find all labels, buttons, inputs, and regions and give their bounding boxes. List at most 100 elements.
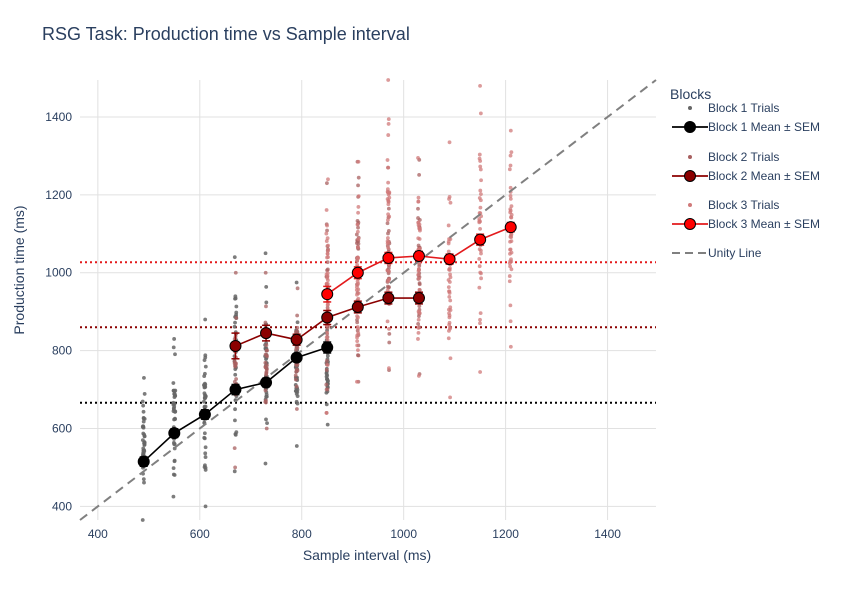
trial-point xyxy=(203,445,208,450)
trial-point xyxy=(263,388,268,393)
trial-point xyxy=(203,382,208,387)
unity-line xyxy=(79,79,657,521)
trial-point xyxy=(203,504,208,509)
mean-point[interactable] xyxy=(321,288,334,301)
trial-point xyxy=(355,314,359,319)
mean-point[interactable] xyxy=(229,383,242,396)
y-tick-label: 1200 xyxy=(45,188,72,202)
trial-point xyxy=(172,458,177,463)
mean-point[interactable] xyxy=(321,341,334,354)
trial-point xyxy=(508,207,513,212)
legend-entry-label[interactable]: Unity Line xyxy=(708,246,762,260)
mean-point[interactable] xyxy=(290,333,303,346)
trial-point xyxy=(478,164,483,169)
mean-point[interactable] xyxy=(351,266,364,279)
legend-entry-label[interactable]: Block 1 Mean ± SEM xyxy=(708,120,820,134)
mean-point[interactable] xyxy=(198,408,211,421)
mean-point[interactable] xyxy=(260,376,273,389)
trial-point xyxy=(509,150,514,155)
mean-point[interactable] xyxy=(474,233,487,246)
trial-point xyxy=(507,274,512,278)
trial-point xyxy=(446,336,451,341)
trial-point xyxy=(447,140,452,145)
trial-point xyxy=(356,210,360,215)
trial-point xyxy=(478,321,482,326)
mean-point[interactable] xyxy=(443,253,456,266)
trial-point xyxy=(447,311,451,316)
trial-point xyxy=(263,461,268,466)
trial-point xyxy=(264,343,269,348)
trial-point xyxy=(173,352,177,357)
trial-point xyxy=(354,288,359,292)
trial-point xyxy=(387,331,392,336)
trial-point xyxy=(448,305,453,310)
trial-point xyxy=(387,340,392,345)
mean-point[interactable] xyxy=(412,250,425,262)
trial-point xyxy=(140,399,145,404)
trial-point xyxy=(356,183,360,188)
trial-point xyxy=(202,399,206,404)
trial-point xyxy=(479,276,483,281)
trial-point xyxy=(232,361,237,366)
trial-point xyxy=(416,326,421,330)
trial-point xyxy=(324,359,329,363)
trial-point xyxy=(508,128,513,133)
legend-entry-label[interactable]: Block 3 Mean ± SEM xyxy=(708,217,820,231)
mean-point[interactable] xyxy=(351,301,364,314)
trial-point xyxy=(477,256,482,261)
legend-entry-label[interactable]: Block 2 Mean ± SEM xyxy=(708,169,820,183)
trial-point xyxy=(477,196,482,200)
mean-point[interactable] xyxy=(290,351,303,364)
trial-point xyxy=(264,369,269,374)
trial-point xyxy=(416,317,421,322)
trial-point xyxy=(386,218,390,222)
legend-entry-label[interactable]: Block 2 Trials xyxy=(708,150,779,164)
trial-point xyxy=(448,308,453,313)
trial-point xyxy=(325,251,330,256)
trial-point xyxy=(416,267,421,272)
trial-point xyxy=(172,392,177,396)
trial-point xyxy=(203,455,208,459)
legend-marker-symbol xyxy=(684,170,696,182)
trial-point xyxy=(477,211,482,215)
trial-point xyxy=(355,222,360,227)
legend[interactable]: Blocks Block 1 Trials Block 1 Mean ± SEM B… xyxy=(670,86,820,260)
trial-point xyxy=(233,372,238,377)
trial-point xyxy=(141,409,146,414)
trial-point xyxy=(233,407,237,412)
trial-point xyxy=(202,374,207,379)
mean-point[interactable] xyxy=(229,339,242,352)
trial-point xyxy=(508,153,513,158)
trial-point xyxy=(263,251,268,256)
mean-point[interactable] xyxy=(382,251,395,264)
mean-point[interactable] xyxy=(412,292,425,305)
legend-marker-symbol xyxy=(684,218,696,230)
legend-entry-label[interactable]: Block 1 Trials xyxy=(708,101,779,115)
legend-entry-label[interactable]: Block 3 Trials xyxy=(708,198,779,212)
trial-point xyxy=(324,208,329,212)
trial-point xyxy=(264,417,268,422)
trial-point xyxy=(447,328,451,333)
mean-point[interactable] xyxy=(168,427,181,440)
trial-point xyxy=(142,392,147,396)
mean-point[interactable] xyxy=(382,292,395,305)
x-axis-title: Sample interval (ms) xyxy=(303,547,431,563)
mean-point[interactable] xyxy=(504,221,517,234)
mean-point[interactable] xyxy=(137,455,150,468)
trial-point xyxy=(478,248,483,253)
trial-point xyxy=(295,313,300,318)
trial-point xyxy=(294,407,299,411)
trial-point xyxy=(325,330,329,335)
trial-point xyxy=(387,326,391,331)
mean-point[interactable] xyxy=(321,311,334,324)
trial-point xyxy=(417,311,422,316)
trial-point xyxy=(417,172,422,177)
trial-point xyxy=(294,444,299,448)
trial-point xyxy=(264,400,268,405)
trial-point xyxy=(385,268,390,273)
mean-point[interactable] xyxy=(260,327,273,340)
trial-point xyxy=(325,276,330,281)
trial-point xyxy=(509,267,514,272)
trial-point xyxy=(508,259,513,264)
trial-point xyxy=(385,197,390,201)
